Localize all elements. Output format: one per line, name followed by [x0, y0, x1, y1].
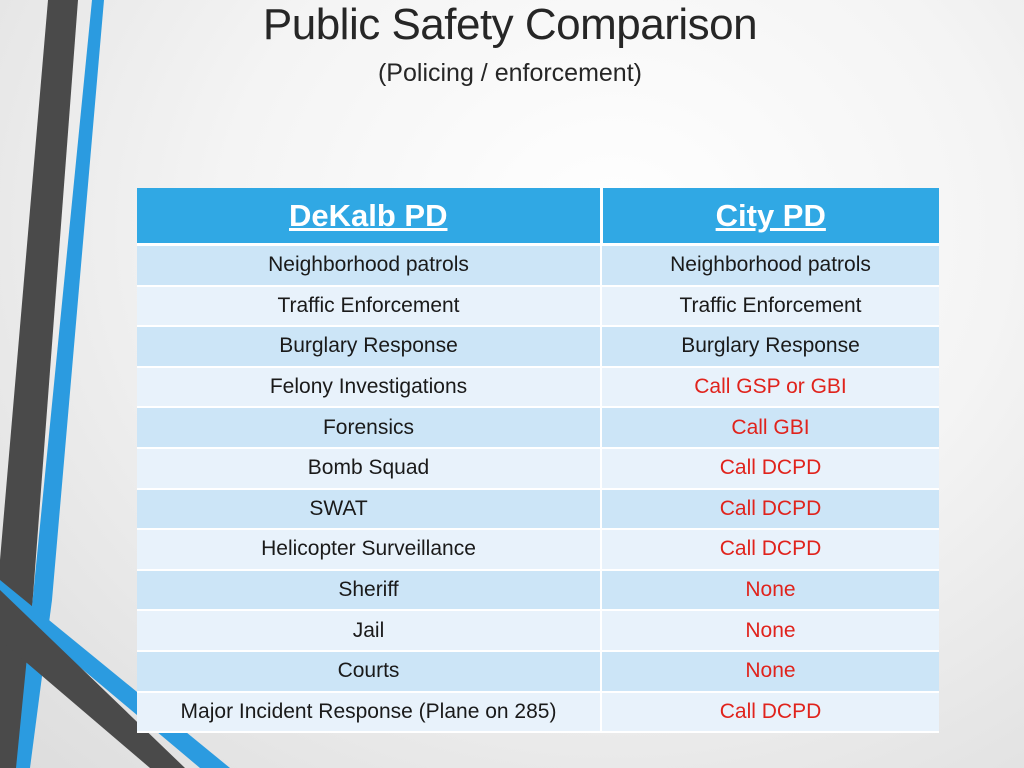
dekalb-cell: Helicopter Surveillance [137, 529, 602, 571]
table-row: Burglary Response Burglary Response [137, 326, 939, 368]
dekalb-cell: Burglary Response [137, 326, 602, 368]
slide-subtitle: (Policing / enforcement) [377, 59, 642, 87]
table-row: Jail None [137, 610, 939, 652]
city-cell: None [601, 610, 939, 652]
dekalb-cell: SWAT [137, 488, 602, 531]
dekalb-cell: Traffic Enforcement [137, 285, 602, 328]
city-cell: Burglary Response [601, 326, 939, 368]
blue-stripe-top [16, 0, 104, 768]
city-cell: Call DCPD [601, 529, 939, 571]
dekalb-cell: Jail [137, 610, 602, 652]
table-row: Major Incident Response (Plane on 285) C… [137, 691, 939, 734]
city-cell: None [601, 650, 939, 693]
table-row: Helicopter Surveillance Call DCPD [137, 529, 939, 571]
table-row: Courts None [137, 650, 939, 693]
table-row: Felony Investigations Call GSP or GBI [137, 366, 939, 409]
city-cell: None [601, 569, 939, 612]
city-cell: Call DCPD [601, 691, 939, 734]
city-cell: Neighborhood patrols [601, 244, 939, 287]
dekalb-cell: Major Incident Response (Plane on 285) [137, 691, 602, 734]
table-header-row: DeKalb PD City PD [137, 188, 939, 246]
dekalb-cell: Neighborhood patrols [137, 244, 602, 287]
city-cell: Call DCPD [601, 488, 939, 531]
dekalb-cell: Forensics [137, 407, 602, 449]
dekalb-cell: Courts [137, 650, 602, 693]
table-row: SWAT Call DCPD [137, 488, 939, 531]
city-cell: Call GBI [601, 407, 939, 449]
header-dekalb-pd[interactable]: DeKalb PD [137, 188, 603, 246]
city-cell: Traffic Enforcement [601, 285, 939, 328]
dekalb-cell: Felony Investigations [137, 366, 602, 409]
gray-stripe-top [0, 0, 78, 768]
dekalb-cell: Sheriff [137, 569, 602, 612]
table-row: Neighborhood patrols Neighborhood patrol… [137, 244, 939, 287]
comparison-table: DeKalb PD City PD Neighborhood patrols N… [137, 188, 939, 734]
header-city-pd[interactable]: City PD [601, 188, 939, 246]
table-row: Traffic Enforcement Traffic Enforcement [137, 285, 939, 328]
city-cell: Call GSP or GBI [601, 366, 939, 409]
dekalb-cell: Bomb Squad [137, 447, 602, 490]
city-cell: Call DCPD [601, 447, 939, 490]
slide-title: Public Safety Comparison [262, 0, 758, 49]
table-row: Sheriff None [137, 569, 939, 612]
table-row: Bomb Squad Call DCPD [137, 447, 939, 490]
table-row: Forensics Call GBI [137, 407, 939, 449]
